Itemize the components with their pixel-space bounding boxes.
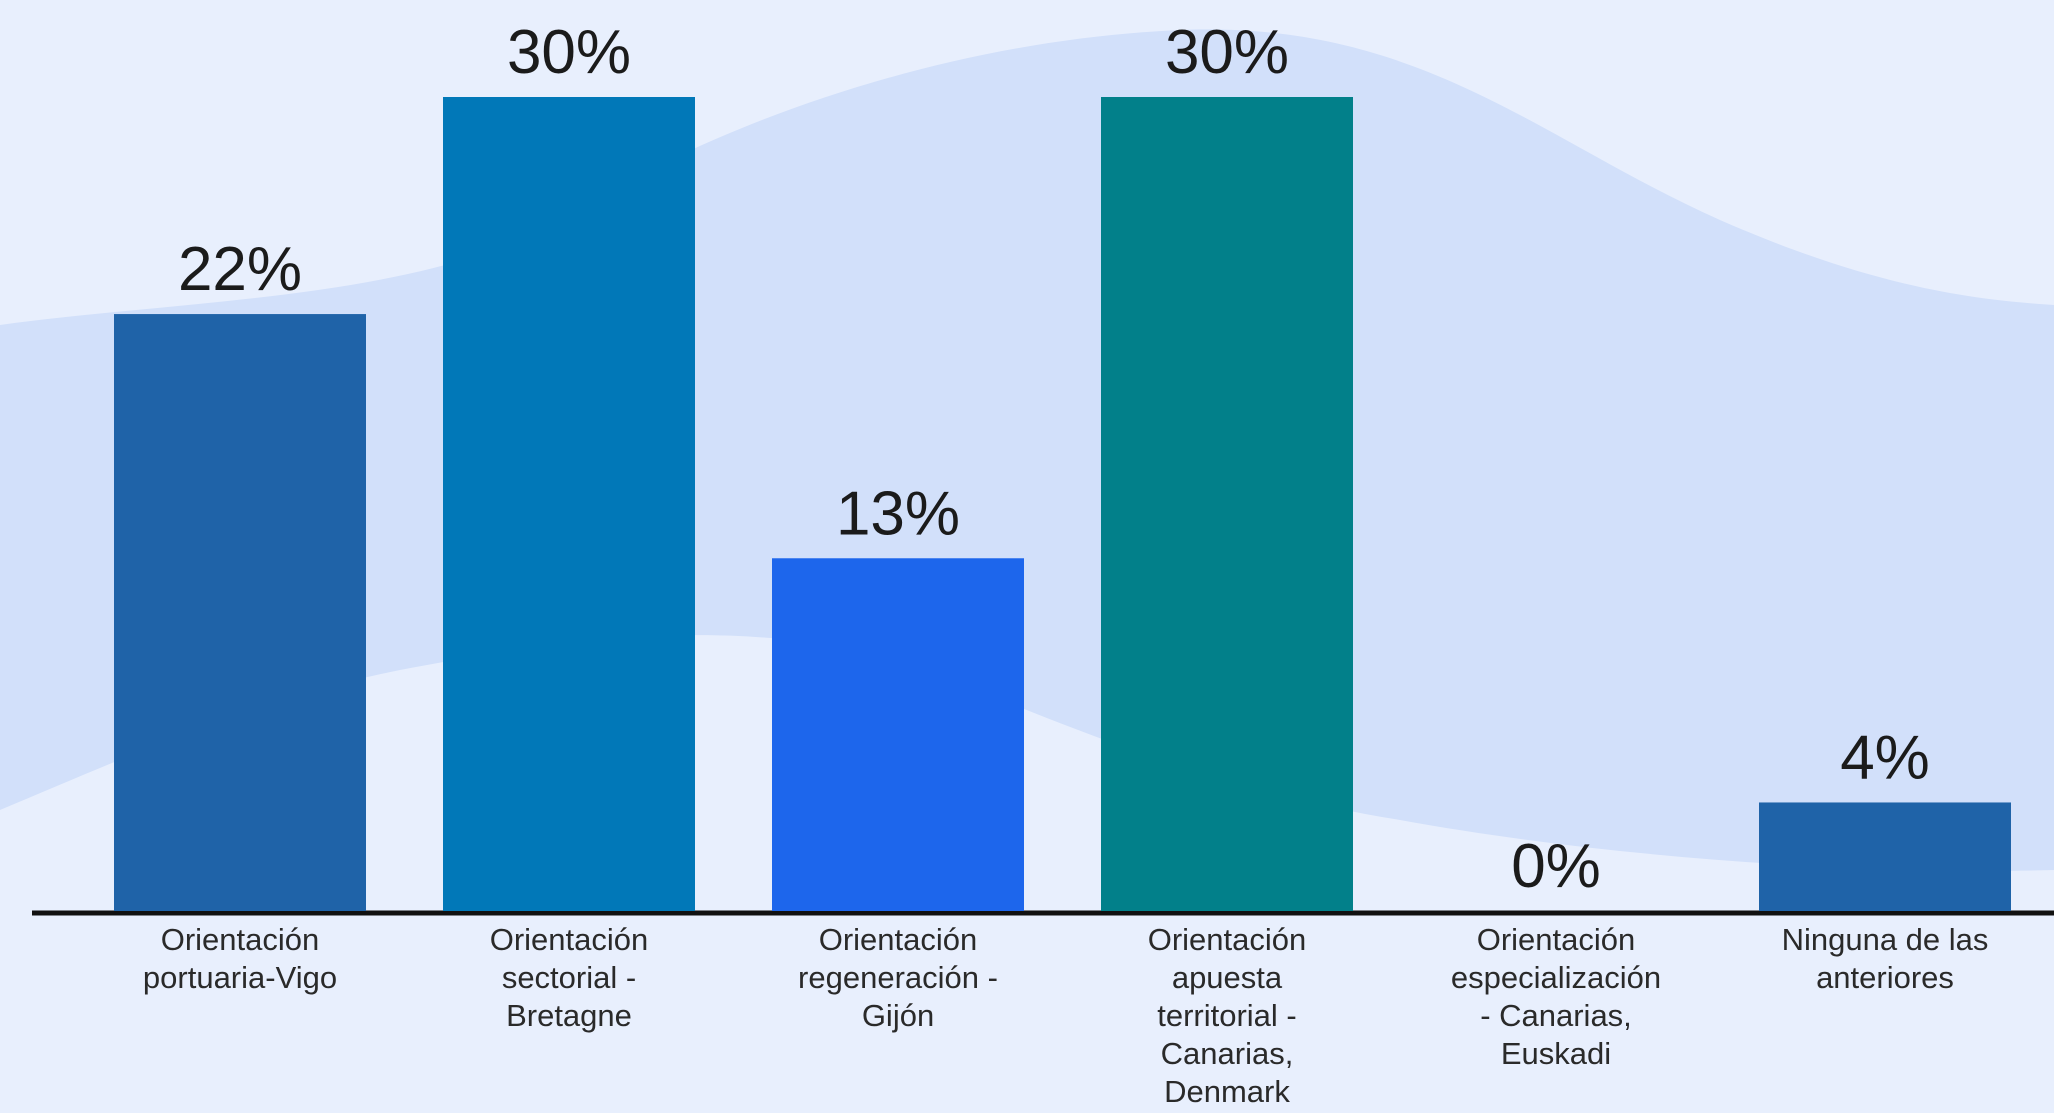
category-label-line: anteriores — [1816, 960, 1954, 995]
category-label-line: Euskadi — [1501, 1036, 1611, 1071]
bar-3 — [772, 558, 1024, 911]
value-label-6: 4% — [1840, 723, 1930, 792]
category-label-line: - Canarias, — [1480, 998, 1632, 1033]
category-label-line: Orientación — [490, 922, 649, 957]
category-label-line: Denmark — [1164, 1074, 1290, 1109]
bar-2 — [443, 97, 695, 911]
category-label-line: Ninguna de las — [1782, 922, 1989, 957]
category-label-line: apuesta — [1172, 960, 1283, 995]
category-label-line: regeneración - — [798, 960, 998, 995]
category-label-line: portuaria-Vigo — [143, 960, 337, 995]
category-label-line: Orientación — [161, 922, 320, 957]
value-label-4: 30% — [1165, 18, 1289, 87]
category-label-1: Orientación portuaria-Vigo — [143, 922, 337, 995]
category-label-line: Bretagne — [506, 998, 632, 1033]
bar-6 — [1759, 802, 2011, 911]
category-label-line: territorial - — [1157, 998, 1297, 1033]
bars-group — [114, 97, 2011, 912]
value-label-5: 0% — [1511, 832, 1601, 901]
value-label-2: 30% — [507, 18, 631, 87]
value-label-1: 22% — [178, 235, 302, 304]
category-label-4: Orientación apuesta territorial -Canarias,… — [1148, 922, 1307, 1109]
value-labels-group: 22% 30% 13% 30% 0% 4% — [178, 18, 1930, 901]
category-label-6: Ninguna de las anteriores — [1782, 922, 1989, 995]
category-label-2: Orientación sectorial -Bretagne — [490, 922, 649, 1033]
category-label-line: Gijón — [862, 998, 934, 1033]
category-label-line: Orientación — [1477, 922, 1636, 957]
category-label-3: Orientación regeneración -Gijón — [798, 922, 998, 1033]
bar-1 — [114, 314, 366, 912]
category-label-line: especialización — [1451, 960, 1661, 995]
category-label-line: sectorial - — [502, 960, 636, 995]
value-label-3: 13% — [836, 479, 960, 548]
category-label-line: Orientación — [819, 922, 978, 957]
background-wave — [0, 29, 2054, 871]
category-label-line: Canarias, — [1161, 1036, 1294, 1071]
bar-4 — [1101, 97, 1353, 911]
category-label-5: Orientación especialización - Canarias, Eus… — [1451, 922, 1661, 1071]
category-label-line: Orientación — [1148, 922, 1307, 957]
